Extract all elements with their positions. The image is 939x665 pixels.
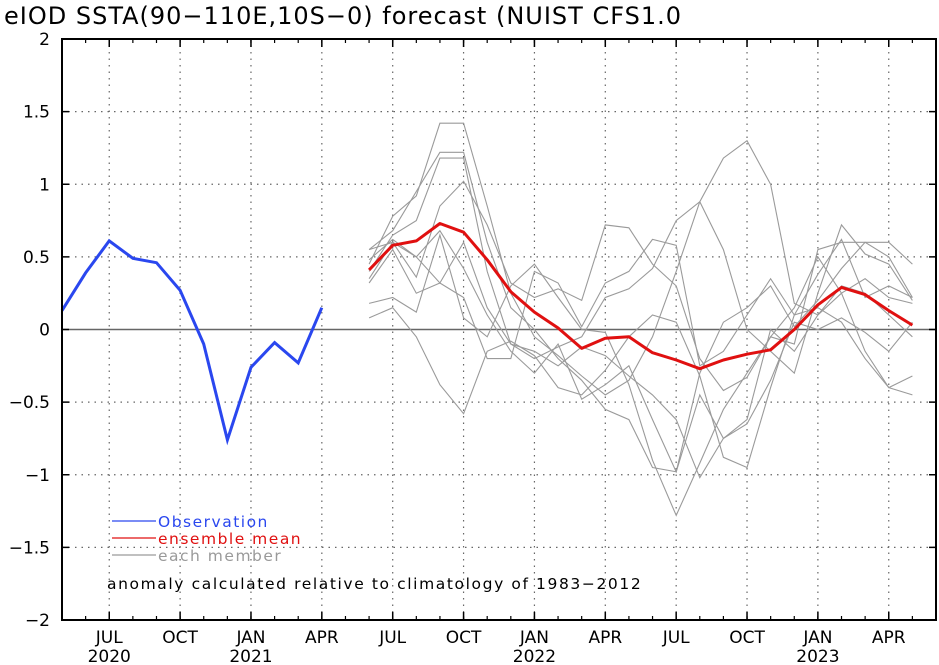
x-tick-label: APR: [872, 628, 906, 648]
y-tick-label: 1: [39, 175, 50, 195]
member-line: [368, 238, 913, 367]
legend-label-observation: Observation: [158, 513, 269, 531]
y-axis: 2 1.5 1 0.5 0 −0.5 −1 −1.5 −2: [9, 30, 936, 631]
x-tick-label: OCT: [162, 628, 198, 648]
x-year-label: 2022: [513, 647, 556, 665]
y-tick-label: −1: [25, 466, 50, 486]
x-tick-label: JUL: [95, 628, 123, 648]
grid-lines: [62, 39, 936, 620]
member-lines: [368, 122, 913, 517]
x-tick-label: JAN: [802, 628, 832, 648]
member-line: [368, 229, 913, 474]
y-tick-label: −2: [25, 611, 50, 631]
x-tick-label: OCT: [729, 628, 765, 648]
member-line: [368, 151, 913, 473]
x-year-label: 2021: [229, 647, 272, 665]
y-tick-label: −1.5: [9, 538, 50, 558]
x-tick-label: APR: [305, 628, 339, 648]
x-year-label: 2020: [88, 647, 131, 665]
member-line: [368, 238, 913, 479]
x-tick-label: OCT: [446, 628, 482, 648]
chart-title: eIOD SSTA(90−110E,10S−0) forecast (NUIST…: [4, 2, 682, 30]
legend-label-ensemble-mean: ensemble mean: [158, 530, 302, 548]
y-tick-label: 1.5: [23, 103, 50, 123]
x-tick-label: APR: [588, 628, 622, 648]
x-tick-label: JUL: [662, 628, 690, 648]
y-tick-label: 0.5: [23, 248, 50, 268]
ensemble-mean-line: [368, 222, 914, 371]
y-tick-label: 0: [39, 321, 50, 341]
x-year-label: 2023: [796, 647, 839, 665]
plot-frame: [61, 38, 937, 621]
observation-line: [60, 238, 324, 446]
x-tick-label: JAN: [235, 628, 265, 648]
climatology-note: anomaly calculated relative to climatolo…: [107, 575, 642, 593]
y-tick-label: −0.5: [9, 393, 50, 413]
x-tick-label: JUL: [378, 628, 406, 648]
member-line: [368, 180, 913, 392]
y-tick-label: 2: [39, 30, 50, 50]
x-tick-label: JAN: [519, 628, 549, 648]
member-line: [368, 307, 913, 469]
legend-label-each-member: each member: [158, 547, 282, 565]
legend: Observation ensemble mean each member: [112, 513, 302, 565]
member-line: [368, 233, 913, 517]
member-line: [368, 157, 913, 375]
